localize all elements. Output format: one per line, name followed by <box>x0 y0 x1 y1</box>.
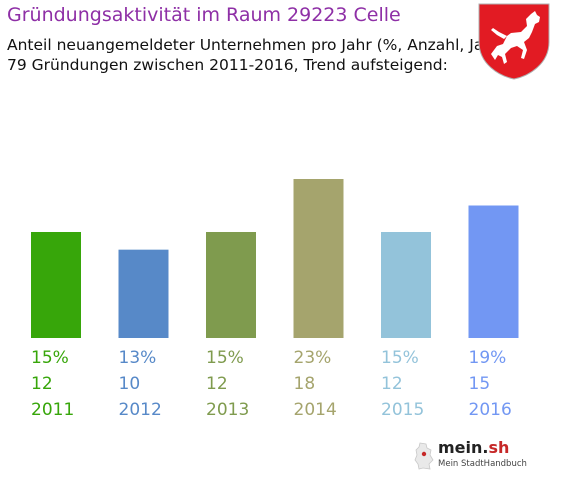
bar-count-label-2011: 12 <box>31 374 53 394</box>
logo-wordmark: mein.sh <box>438 438 509 457</box>
x-tick-label-2012: 2012 <box>119 400 162 420</box>
bar-2014 <box>293 179 344 338</box>
bar-count-label-2013: 12 <box>206 374 228 394</box>
x-tick-label-2016: 2016 <box>469 400 512 420</box>
logo-wordmark-tld: sh <box>488 438 510 457</box>
chart-subtitle-line-1: Anteil neuangemeldeter Unternehmen pro J… <box>7 36 506 54</box>
bar-2013 <box>206 232 256 338</box>
bar-2012 <box>118 249 169 338</box>
bar-2015 <box>381 232 431 338</box>
mein-sh-logo[interactable]: mein.sh Mein StadtHandbuch <box>414 438 532 474</box>
bar-percent-label-2014: 23% <box>294 348 332 368</box>
bar-percent-label-2016: 19% <box>469 348 507 368</box>
bar-2016 <box>468 205 519 338</box>
x-tick-label-2011: 2011 <box>31 400 74 420</box>
chart-title: Gründungsaktivität im Raum 29223 Celle <box>7 4 401 26</box>
logo-wordmark-main: mein. <box>438 438 489 457</box>
bar-count-label-2012: 10 <box>119 374 141 394</box>
bar-count-label-2014: 18 <box>294 374 316 394</box>
logo-tagline: Mein StadtHandbuch <box>438 459 527 469</box>
x-tick-label-2014: 2014 <box>294 400 337 420</box>
bar-count-label-2015: 12 <box>381 374 403 394</box>
bar-percent-label-2012: 13% <box>119 348 157 368</box>
germany-map-icon <box>414 442 434 470</box>
bar-count-label-2016: 15 <box>469 374 491 394</box>
bar-2011 <box>31 232 81 338</box>
x-tick-label-2013: 2013 <box>206 400 249 420</box>
bar-percent-label-2011: 15% <box>31 348 69 368</box>
bar-percent-label-2015: 15% <box>381 348 419 368</box>
x-tick-label-2015: 2015 <box>381 400 424 420</box>
saxon-steed-coat-of-arms-icon <box>478 3 550 80</box>
bar-percent-label-2013: 15% <box>206 348 244 368</box>
chart-subtitle-line-2: 79 Gründungen zwischen 2011-2016, Trend … <box>7 56 448 74</box>
